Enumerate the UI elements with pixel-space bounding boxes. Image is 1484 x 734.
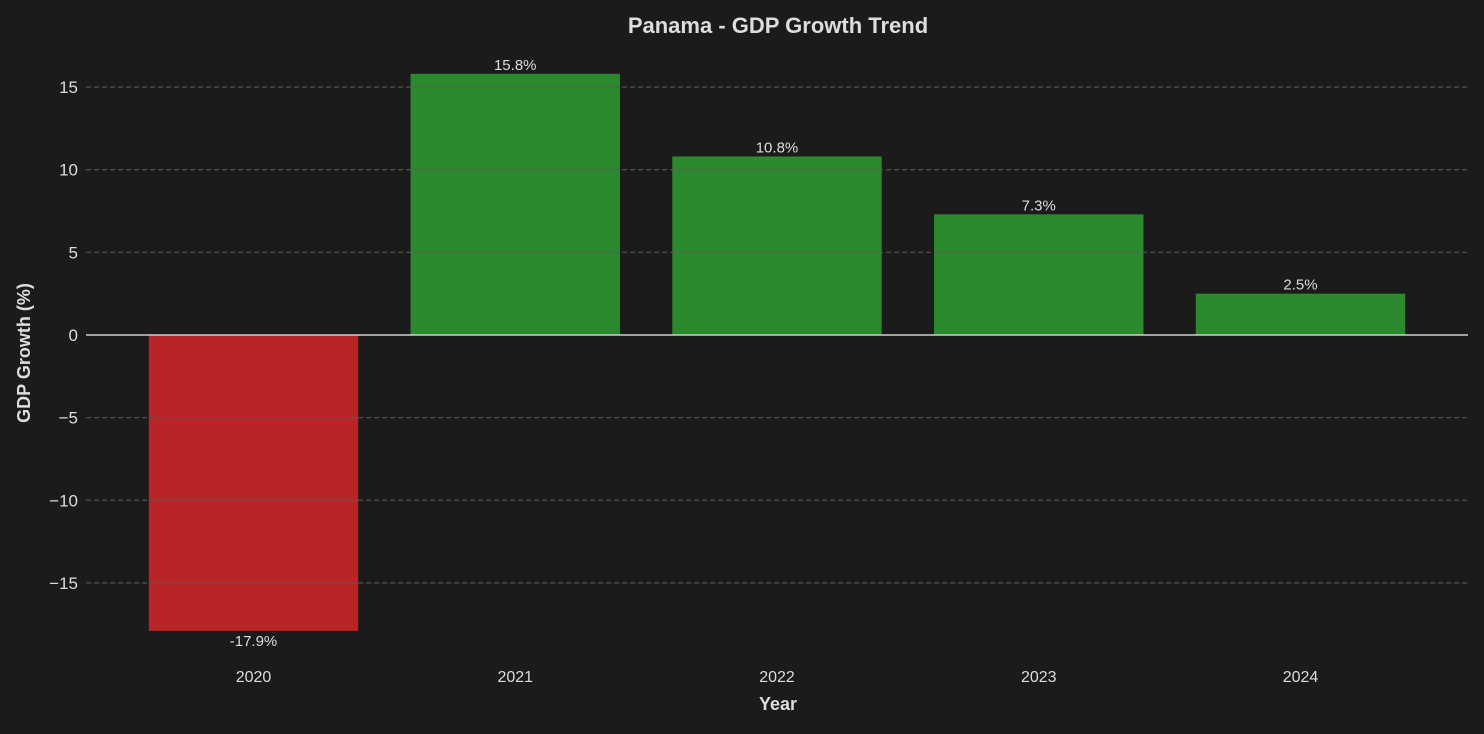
x-tick-label-2021: 2021 <box>497 669 533 686</box>
data-label-2020: -17.9% <box>230 633 278 650</box>
data-label-2021: 15.8% <box>494 57 537 74</box>
bar-2023 <box>934 214 1144 335</box>
y-tick-label: −15 <box>49 574 78 593</box>
y-tick-label: −10 <box>49 491 78 510</box>
y-tick-label: 10 <box>59 161 78 180</box>
y-tick-label: 0 <box>69 326 78 345</box>
x-axis-label: Year <box>759 694 797 714</box>
x-tick-label-2023: 2023 <box>1021 669 1057 686</box>
chart-title: Panama - GDP Growth Trend <box>628 13 928 38</box>
x-tick-label-2020: 2020 <box>236 669 272 686</box>
y-tick-label: −5 <box>59 409 78 428</box>
bar-2020 <box>148 335 359 631</box>
y-axis-label: GDP Growth (%) <box>14 283 34 423</box>
y-tick-label: 15 <box>59 78 78 97</box>
bar-2022 <box>672 156 882 335</box>
data-label-2024: 2.5% <box>1283 277 1317 294</box>
bar-2024 <box>1195 293 1406 335</box>
y-tick-label: 5 <box>69 243 78 262</box>
data-label-2022: 10.8% <box>756 139 799 156</box>
x-tick-label-2024: 2024 <box>1283 669 1319 686</box>
x-tick-label-2022: 2022 <box>759 669 795 686</box>
bar-2021 <box>410 73 620 336</box>
data-label-2023: 7.3% <box>1022 197 1056 214</box>
